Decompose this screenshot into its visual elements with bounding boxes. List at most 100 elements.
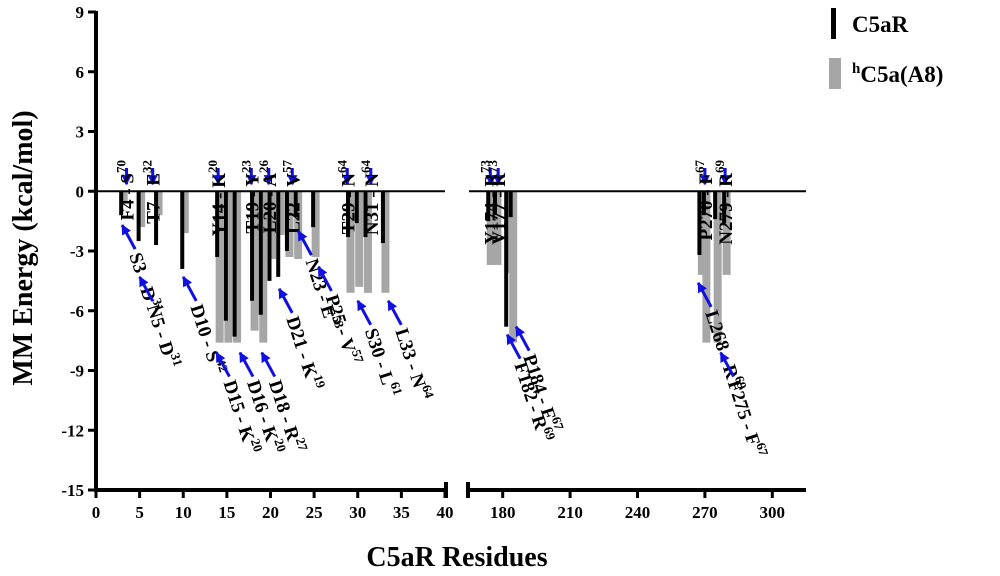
bar-hc5a-residue-184 xyxy=(509,191,518,343)
annotation-label: D21 - K19 xyxy=(281,313,329,394)
x-tick-label: 5 xyxy=(135,503,144,522)
bar-c5ar-residue-10 xyxy=(180,191,185,269)
x-tick-label: 15 xyxy=(218,503,235,522)
bar-hc5a-residue-29 xyxy=(346,191,355,293)
annotation-f275-f67: F275 - F67 xyxy=(719,351,772,461)
legend: C5aR hC5a(A8) xyxy=(829,8,943,89)
x-tick-label: 300 xyxy=(760,503,786,522)
y-tick-label: 9 xyxy=(76,3,85,22)
y-tick-label: -15 xyxy=(61,481,84,500)
y-tick-label: -6 xyxy=(70,302,84,321)
bar-hc5a-residue-20 xyxy=(268,191,276,259)
legend-swatch-c5ar xyxy=(831,8,836,39)
annotation-arrow xyxy=(696,281,713,308)
annotation-n5-d31: N5 - D31 xyxy=(138,276,186,368)
bar-c5ar-residue-30 xyxy=(354,191,359,224)
x-tick-label: 20 xyxy=(262,503,279,522)
annotation-y14-k20: Y14 - K20 xyxy=(205,160,230,236)
annotation-label: N31 - N64 xyxy=(358,160,383,236)
x-tick-label: 10 xyxy=(175,503,192,522)
annotation-label: L20 - A26 xyxy=(256,160,281,234)
x-tick-label: 270 xyxy=(692,503,718,522)
legend-label-c5ar: C5aR xyxy=(852,12,909,37)
bar-hc5a-residue-174 xyxy=(486,191,495,265)
x-tick-label: 30 xyxy=(349,503,366,522)
bar-c5ar-residue-16 xyxy=(232,191,237,337)
bar-hc5a-residue-19 xyxy=(259,191,268,343)
annotation-arrow xyxy=(138,276,154,302)
annotation-arrow xyxy=(238,351,255,378)
annotation-arrow xyxy=(505,333,522,360)
annotation-t29-n64: T29 - N64 xyxy=(334,160,359,235)
annotation-label: F275 - F67 xyxy=(723,376,772,461)
bar-c5ar-residue-275 xyxy=(713,191,718,220)
bar-hc5a-residue-270 xyxy=(702,191,711,343)
bar-c5ar-residue-268 xyxy=(697,191,702,255)
bar-hc5a-residue-31 xyxy=(363,191,372,293)
bar-c5ar-residue-177 xyxy=(492,191,497,216)
y-tick-label: 3 xyxy=(76,123,85,142)
annotation-label: T7 - E32 xyxy=(140,160,165,224)
x-axis-title: C5aR Residues xyxy=(366,542,547,573)
annotation-label: F4 - S70 xyxy=(114,160,139,221)
annotation-y174-r73: Y174 - R73 xyxy=(477,160,502,245)
annotation-t19-y23: T19 - Y23 xyxy=(238,160,263,234)
annotation-p270-f67: P270 - F67 xyxy=(692,160,717,241)
legend-label-hc5a: hC5a(A8) xyxy=(852,61,943,87)
annotation-arrow xyxy=(277,287,294,314)
annotation-label: Y14 - K20 xyxy=(205,160,230,236)
bar-hc5a-residue-33 xyxy=(381,191,390,293)
bar-hc5a-residue-30 xyxy=(355,191,364,287)
annotation-label: N279 - R69 xyxy=(712,160,737,245)
bars-layer xyxy=(119,191,731,343)
annotation-v177-r73: V177 - R73 xyxy=(485,160,510,245)
bar-c5ar-residue-25 xyxy=(311,191,316,228)
bar-c5ar-residue-21 xyxy=(276,191,281,277)
bar-hc5a-residue-182 xyxy=(504,191,513,273)
x-tick-label: 40 xyxy=(437,503,454,522)
annotation-f4-s70: F4 - S70 xyxy=(114,160,139,221)
bar-c5ar-residue-270 xyxy=(701,191,706,216)
x-tick-label: 0 xyxy=(92,503,101,522)
bar-c5ar-residue-33 xyxy=(380,191,385,244)
bar-c5ar-residue-7 xyxy=(154,191,159,246)
bar-c5ar-residue-29 xyxy=(346,191,351,238)
bar-hc5a-residue-22 xyxy=(285,191,294,257)
annotation-label: T29 - N64 xyxy=(334,160,359,235)
bar-hc5a-residue-16 xyxy=(233,191,242,343)
bar-hc5a-residue-7 xyxy=(154,191,163,216)
x-tick-label: 35 xyxy=(393,503,410,522)
annotation-label: Y174 - R73 xyxy=(477,160,502,245)
y-tick-label: 6 xyxy=(76,63,85,82)
x-tick-label: 180 xyxy=(490,503,516,522)
bar-c5ar-residue-22 xyxy=(284,191,289,251)
annotation-arrow xyxy=(317,266,333,292)
annotation-arrow xyxy=(260,351,277,378)
x-tick-label: 25 xyxy=(306,503,323,522)
annotation-arrow xyxy=(297,230,313,256)
annotation-arrow xyxy=(356,299,373,326)
bar-c5ar-residue-15 xyxy=(223,191,228,321)
bar-c5ar-residue-5 xyxy=(136,191,141,242)
annotation-arrow xyxy=(514,325,531,352)
annotation-n31-n64: N31 - N64 xyxy=(358,160,383,236)
annotation-arrow xyxy=(215,351,231,378)
bar-c5ar-residue-174 xyxy=(486,191,491,222)
y-axis-title: MM Energy (kcal/mol) xyxy=(8,110,39,385)
bar-hc5a-residue-10 xyxy=(180,191,189,234)
y-tick-label: 0 xyxy=(76,182,85,201)
annotation-t7-e32: T7 - E32 xyxy=(140,160,165,224)
x-tick-label: 240 xyxy=(625,503,651,522)
bar-c5ar-residue-31 xyxy=(363,191,368,238)
bar-hc5a-residue-21 xyxy=(276,191,285,236)
annotation-label: L22 - V57 xyxy=(279,160,304,234)
bar-c5ar-residue-20 xyxy=(267,191,272,281)
legend-swatch-hc5a xyxy=(829,58,841,89)
annotation-arrow xyxy=(386,299,403,326)
bar-hc5a-residue-14 xyxy=(215,191,224,343)
bar-c5ar-residue-184 xyxy=(508,191,513,218)
bar-hc5a-residue-23 xyxy=(294,191,303,259)
